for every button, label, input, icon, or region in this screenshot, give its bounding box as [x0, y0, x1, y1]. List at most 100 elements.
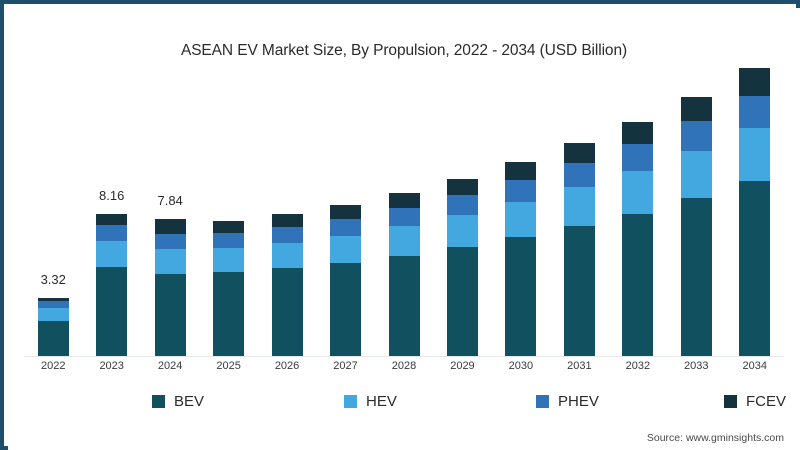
bar-stack — [563, 143, 595, 356]
bar-segment-phev — [739, 95, 771, 128]
bar-segment-fcev — [388, 192, 420, 209]
legend-item-bev[interactable]: BEV — [152, 390, 204, 412]
bar-segment-hev — [739, 127, 771, 181]
bar-segment-bev — [680, 198, 712, 356]
bar-segment-fcev — [622, 122, 654, 145]
bar-segment-bev — [622, 213, 654, 356]
bar-segment-hev — [505, 202, 537, 238]
x-axis-label-2031: 2031 — [567, 360, 592, 372]
bar-stack — [505, 162, 537, 356]
chart-title: ASEAN EV Market Size, By Propulsion, 202… — [180, 42, 628, 59]
bar-segment-phev — [446, 195, 478, 216]
bar-stack — [213, 220, 245, 356]
bar-segment-hev — [563, 187, 595, 226]
legend-swatch-hev — [344, 394, 357, 408]
chart-legend: BEV HEV PHEV FCEV — [24, 390, 786, 416]
bar-segment-phev — [37, 301, 69, 309]
x-axis-label-2027: 2027 — [333, 360, 358, 372]
legend-item-hev[interactable]: HEV — [344, 390, 397, 412]
chart-canvas: ASEAN EV Market Size, By Propulsion, 202… — [8, 8, 800, 450]
legend-item-phev[interactable]: PHEV — [536, 390, 599, 412]
bar-segment-bev — [154, 273, 186, 356]
bar-column — [446, 68, 478, 356]
bar-value-label: 7.84 — [157, 193, 183, 209]
bar-segment-bev — [271, 267, 303, 356]
x-axis-label-2025: 2025 — [216, 360, 241, 372]
bar-segment-phev — [96, 225, 128, 242]
bar-segment-fcev — [37, 298, 69, 302]
bar-column — [739, 68, 771, 356]
x-axis-label-2034: 2034 — [742, 360, 767, 372]
bar-segment-phev — [154, 233, 186, 250]
bar-segment-bev — [96, 266, 128, 356]
x-axis-label-2028: 2028 — [391, 360, 417, 372]
bar-segment-bev — [388, 255, 420, 356]
bar-stack — [37, 298, 69, 356]
bar-stack — [388, 192, 420, 356]
bar-stack — [680, 96, 712, 356]
bar-segment-hev — [96, 241, 128, 267]
bar-column — [213, 68, 245, 356]
bar-segment-hev — [622, 170, 654, 214]
bar-column — [388, 68, 420, 356]
x-axis-label-2026: 2026 — [274, 360, 300, 372]
bar-stack — [330, 204, 362, 356]
bar-segment-phev — [271, 226, 303, 243]
bar-segment-hev — [446, 215, 478, 248]
bar-stack — [446, 178, 478, 356]
source-attribution: Source: www.gminsights.com — [646, 432, 784, 444]
bar-segment-fcev — [446, 178, 478, 196]
bar-column — [622, 68, 654, 356]
legend-label-fcev: FCEV — [746, 392, 787, 410]
bar-segment-bev — [563, 225, 595, 356]
x-axis-label-2023: 2023 — [99, 360, 124, 372]
bar-segment-phev — [388, 208, 420, 227]
legend-label-phev: PHEV — [558, 392, 599, 410]
bar-column — [96, 68, 128, 356]
bar-segment-bev — [446, 247, 478, 356]
bar-segment-phev — [213, 233, 245, 249]
bar-segment-phev — [622, 144, 654, 171]
bar-segment-fcev — [739, 68, 771, 96]
bar-segment-fcev — [563, 143, 595, 164]
legend-label-hev: HEV — [366, 392, 397, 410]
bar-column — [37, 68, 69, 356]
bar-stack — [96, 213, 128, 356]
bar-stack — [622, 122, 654, 356]
bar-segment-hev — [154, 249, 186, 274]
x-axis-label-2033: 2033 — [684, 360, 709, 372]
bar-segment-bev — [37, 320, 69, 356]
x-axis-label-2030: 2030 — [508, 360, 534, 372]
bar-segment-hev — [271, 242, 303, 268]
bar-segment-fcev — [154, 219, 186, 234]
plot-area: 3.32 8.16 7.84 — [24, 68, 784, 356]
legend-swatch-fcev — [724, 394, 737, 408]
bar-segment-phev — [563, 163, 595, 188]
bar-segment-fcev — [213, 220, 245, 234]
bar-segment-hev — [680, 150, 712, 199]
bar-stack — [154, 219, 186, 356]
bar-column — [680, 68, 712, 356]
bar-column — [563, 68, 595, 356]
bar-value-label: 3.32 — [40, 272, 66, 288]
bar-segment-hev — [37, 308, 69, 321]
bar-segment-hev — [388, 226, 420, 256]
bar-segment-fcev — [96, 213, 128, 226]
bar-column — [330, 68, 362, 356]
legend-item-fcev[interactable]: FCEV — [724, 390, 786, 412]
bar-segment-phev — [680, 121, 712, 151]
bar-column — [505, 68, 537, 356]
bar-segment-phev — [330, 219, 362, 236]
x-axis-tick-labels: 2022 2023 2024 2025 2026 2027 2028 2029 2030 2031… — [24, 360, 784, 380]
x-axis-line — [24, 356, 784, 357]
bar-segment-fcev — [271, 213, 303, 227]
bar-column — [271, 68, 303, 356]
x-axis-label-2032: 2032 — [625, 360, 651, 372]
bar-stack — [739, 68, 771, 356]
bar-segment-fcev — [680, 96, 712, 122]
bar-segment-phev — [505, 180, 537, 203]
bar-segment-hev — [330, 235, 362, 263]
bar-segment-bev — [213, 272, 245, 356]
x-axis-label-2029: 2029 — [450, 360, 475, 372]
